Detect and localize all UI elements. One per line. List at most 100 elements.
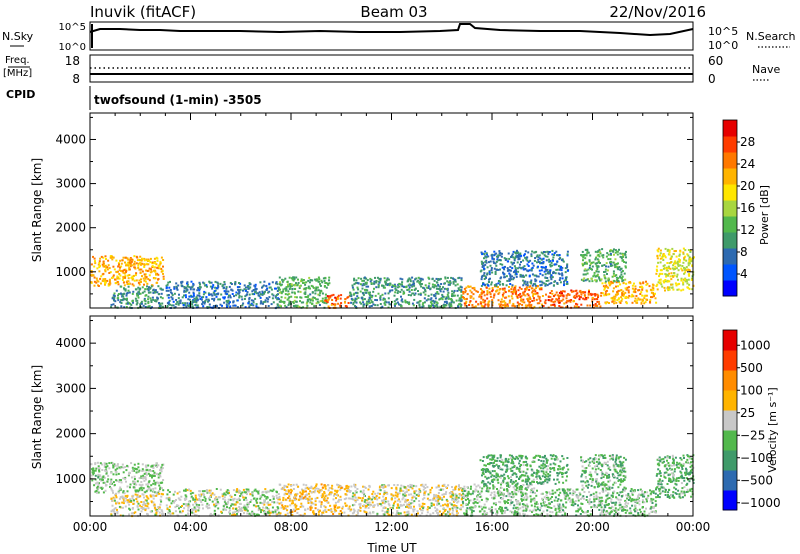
echo-cell [234,513,237,516]
echo-cell [494,285,496,288]
echo-cell [503,268,506,271]
echo-cell [160,256,163,259]
echo-cell [160,495,163,498]
echo-cell [488,261,490,264]
echo-cell [276,290,279,292]
echo-cell [442,504,444,507]
echo-cell [145,473,148,476]
echo-cell [453,504,456,507]
echo-cell [510,288,513,291]
echo-cell [587,293,590,296]
echo-cell [413,298,416,301]
echo-cell [635,295,638,297]
echo-cell [400,295,402,298]
echo-cell [301,493,304,496]
echo-cell [506,305,509,307]
echo-cell [484,255,487,258]
echo-cell [124,505,127,508]
echo-cell [486,293,489,296]
echo-cell [94,260,96,263]
echo-cell [328,279,330,282]
echo-cell [152,291,155,294]
echo-cell [362,293,365,296]
echo-cell [554,300,557,303]
echo-cell [208,306,210,309]
echo-cell [443,510,446,512]
echo-cell [619,283,622,286]
echo-cell [167,281,170,284]
echo-cell [211,294,214,297]
echo-cell [299,300,301,303]
echo-cell [142,503,145,506]
echo-cell [418,500,421,502]
echo-cell [137,264,140,267]
echo-cell [226,489,229,492]
echo-cell [229,305,232,308]
echo-cell [116,280,119,283]
echo-cell [555,250,558,253]
echo-cell [404,498,407,501]
echo-cell [431,283,434,286]
echo-cell [379,277,382,280]
echo-cell [390,487,393,490]
echo-cell [144,277,147,280]
echo-cell [430,504,433,507]
echo-cell [198,289,201,292]
echo-cell [659,257,662,260]
echo-cell [511,267,514,270]
echo-cell [246,503,249,506]
echo-cell [396,510,399,513]
echo-cell [507,295,510,298]
echo-cell [547,299,550,301]
echo-cell [327,484,330,487]
echo-cell [645,289,648,292]
echo-cell [618,289,621,292]
echo-cell [330,303,333,306]
echo-cell [420,484,423,487]
echo-cell [499,254,502,257]
nave-tick-top: 60 [708,54,723,68]
echo-cell [159,486,162,489]
echo-cell [349,490,352,492]
echo-cell [241,298,244,301]
echo-cell [390,507,393,510]
echo-cell [187,509,190,512]
echo-cell [367,488,370,491]
scatter-region [165,280,280,310]
echo-cell [580,303,583,306]
echo-cell [126,485,129,488]
echo-cell [382,495,385,498]
echo-cell [536,261,538,264]
echo-cell [154,300,157,302]
echo-cell [339,495,342,498]
echo-cell [208,506,211,509]
echo-cell [315,298,318,301]
echo-cell [90,474,93,477]
echo-cell [412,508,415,511]
echo-cell [202,281,205,284]
echo-cell [513,261,515,264]
echo-cell [113,463,116,466]
echo-cell [289,283,292,286]
echo-cell [427,276,430,279]
echo-cell [678,254,681,257]
echo-cell [197,493,200,496]
echo-cell [345,493,348,496]
echo-cell [533,251,536,254]
echo-cell [376,512,379,515]
echo-cell [257,292,260,295]
echo-cell [215,488,218,490]
echo-cell [230,283,233,285]
echo-cell [432,304,434,307]
echo-cell [97,476,100,479]
echo-cell [371,294,374,297]
echo-cell [599,252,602,255]
echo-cell [318,294,321,297]
echo-cell [593,271,596,274]
echo-cell [121,463,124,466]
echo-cell [276,303,279,306]
echo-cell [395,513,398,516]
echo-cell [98,270,101,273]
echo-cell [597,276,600,279]
echo-cell [151,296,154,299]
